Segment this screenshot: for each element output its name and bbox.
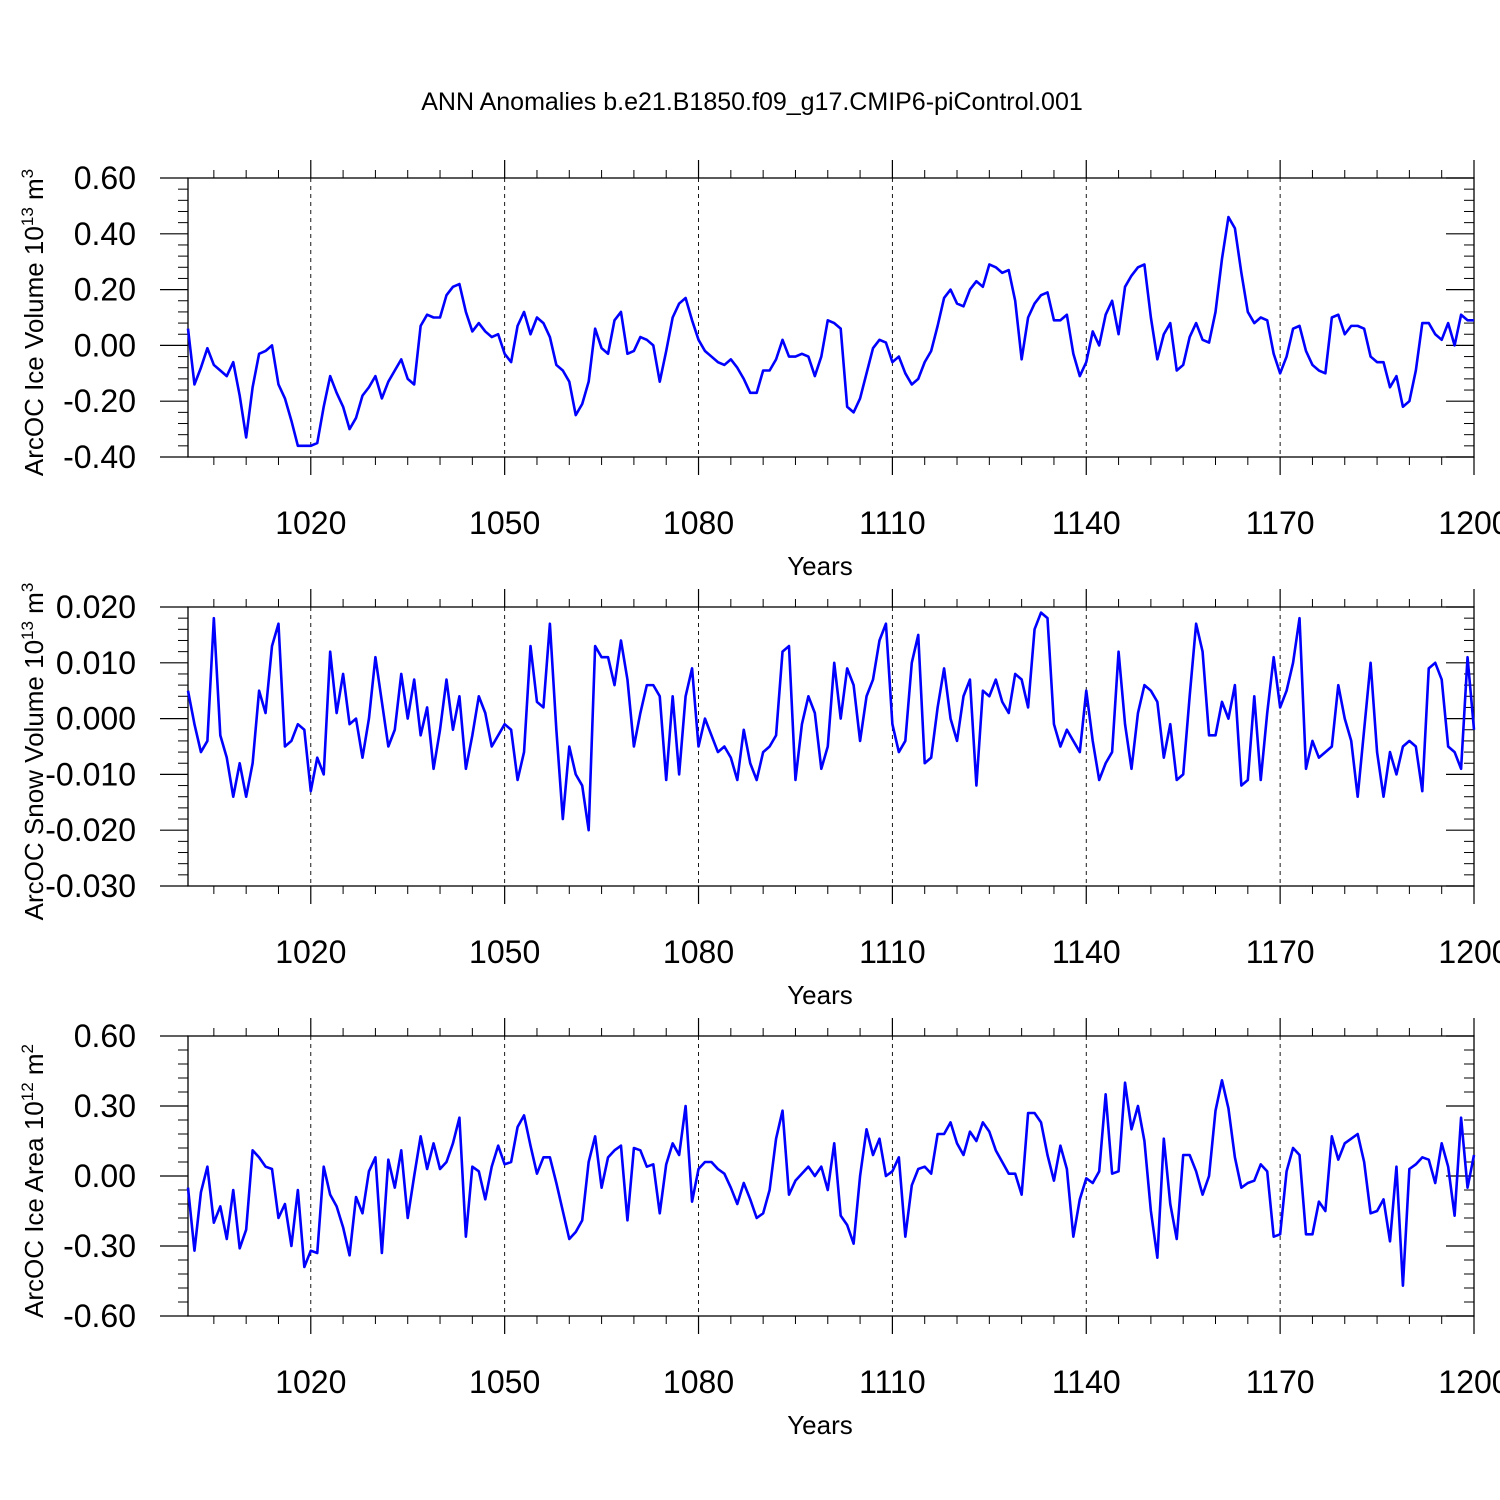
x-tick-label-1050: 1050	[469, 934, 540, 970]
y-axis-label-text: ArcOC Snow Volume 10	[19, 640, 49, 920]
y-tick-label-0.30: 0.30	[74, 1088, 136, 1124]
y-tick-label--0.030: -0.030	[45, 868, 136, 904]
y-tick-label-0.60: 0.60	[74, 1018, 136, 1054]
x-axis-label: Years	[787, 980, 853, 1010]
x-tick-label-1080: 1080	[663, 934, 734, 970]
x-tick-label-1140: 1140	[1052, 934, 1121, 970]
x-axis-label: Years	[787, 1410, 853, 1440]
x-tick-label-1200: 1200	[1438, 934, 1500, 970]
y-tick-label--0.010: -0.010	[45, 756, 136, 792]
y-axis-label-exponent: 13	[18, 207, 37, 226]
y-axis-label-unit-exponent: 3	[18, 583, 37, 592]
y-axis-label-unit-exponent: 2	[18, 1044, 37, 1053]
x-tick-label-1170: 1170	[1246, 505, 1315, 541]
plot-frame	[187, 1035, 1475, 1317]
panel-1: 1020 1050 1080 1110 1140 1170 1200 -0.40 -0.20 0.…	[18, 160, 1500, 581]
x-tick-label-1200: 1200	[1438, 1364, 1500, 1400]
y-tick-label-0.00: 0.00	[74, 327, 136, 363]
y-tick-label-0.000: 0.000	[56, 701, 136, 737]
y-axis-label-exponent: 13	[18, 621, 37, 640]
y-tick-label--0.20: -0.20	[63, 383, 136, 419]
series-line-1	[186, 611, 1476, 832]
y-axis-label-unit-exponent: 3	[18, 169, 37, 178]
y-tick-label-0.010: 0.010	[56, 645, 136, 681]
x-axis-label: Years	[787, 551, 853, 581]
x-tick-label-1110: 1110	[859, 934, 925, 970]
x-tick-label-1050: 1050	[469, 1364, 540, 1400]
y-tick-label-0.40: 0.40	[74, 216, 136, 252]
x-tick-label-1140: 1140	[1052, 1364, 1121, 1400]
y-axis-label: ArcOC Ice Volume 1013 m3	[18, 169, 49, 476]
panel-2: 1020 1050 1080 1110 1140 1170 1200 -0.030 -0.020…	[18, 583, 1500, 1010]
y-tick-label-0.020: 0.020	[56, 589, 136, 625]
x-tick-label-1020: 1020	[275, 1364, 346, 1400]
x-tick-label-1020: 1020	[275, 934, 346, 970]
series-line-1	[186, 215, 1474, 448]
panel-3: 1020 1050 1080 1110 1140 1170 1200 -0.60 -0.30 0.…	[18, 1018, 1500, 1440]
y-axis-label-text: ArcOC Ice Area 10	[19, 1101, 49, 1318]
x-tick-label-1200: 1200	[1438, 505, 1500, 541]
series-line-1	[186, 1079, 1476, 1287]
y-tick-label--0.60: -0.60	[63, 1298, 136, 1334]
figure-title: ANN Anomalies b.e21.B1850.f09_g17.CMIP6-…	[421, 88, 1083, 116]
y-axis-label: ArcOC Snow Volume 1013 m3	[18, 583, 49, 921]
y-tick-label--0.020: -0.020	[45, 812, 136, 848]
y-tick-label-0.00: 0.00	[74, 1158, 136, 1194]
y-axis-label-exponent: 12	[18, 1082, 37, 1101]
x-tick-label-1170: 1170	[1246, 1364, 1315, 1400]
x-tick-label-1170: 1170	[1246, 934, 1315, 970]
x-tick-label-1110: 1110	[859, 1364, 925, 1400]
y-tick-label-0.60: 0.60	[74, 160, 136, 196]
y-axis-label: ArcOC Ice Area 1012 m2	[18, 1044, 49, 1318]
y-axis-label-unit: m	[19, 178, 49, 207]
x-tick-label-1050: 1050	[469, 505, 540, 541]
x-tick-label-1140: 1140	[1052, 505, 1121, 541]
x-tick-label-1110: 1110	[859, 505, 925, 541]
y-axis-label-unit: m	[19, 1053, 49, 1082]
y-axis-label-unit: m	[19, 592, 49, 621]
x-tick-label-1020: 1020	[275, 505, 346, 541]
y-tick-label--0.40: -0.40	[63, 439, 136, 475]
x-tick-label-1080: 1080	[663, 505, 734, 541]
y-tick-label-0.20: 0.20	[74, 272, 136, 308]
y-axis-label-text: ArcOC Ice Volume 10	[19, 226, 49, 476]
y-tick-label--0.30: -0.30	[63, 1228, 136, 1264]
plot-frame	[187, 177, 1475, 458]
chart-panels: 1020 1050 1080 1110 1140 1170 1200 -0.40 -0.20 0.…	[18, 160, 1500, 1440]
x-tick-label-1080: 1080	[663, 1364, 734, 1400]
plot-frame	[187, 606, 1475, 887]
